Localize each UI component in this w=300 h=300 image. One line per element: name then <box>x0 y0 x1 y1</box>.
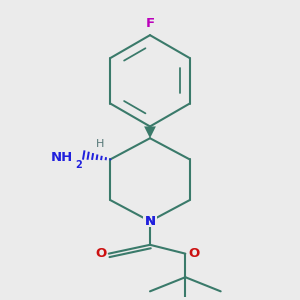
Text: N: N <box>144 215 156 228</box>
Text: O: O <box>95 247 106 260</box>
Text: F: F <box>146 17 154 30</box>
Text: N: N <box>144 215 156 228</box>
FancyBboxPatch shape <box>142 215 158 227</box>
Text: NH: NH <box>51 151 74 164</box>
Text: H: H <box>96 139 104 149</box>
Polygon shape <box>144 126 156 138</box>
Text: O: O <box>188 247 199 260</box>
Text: 2: 2 <box>75 160 82 170</box>
